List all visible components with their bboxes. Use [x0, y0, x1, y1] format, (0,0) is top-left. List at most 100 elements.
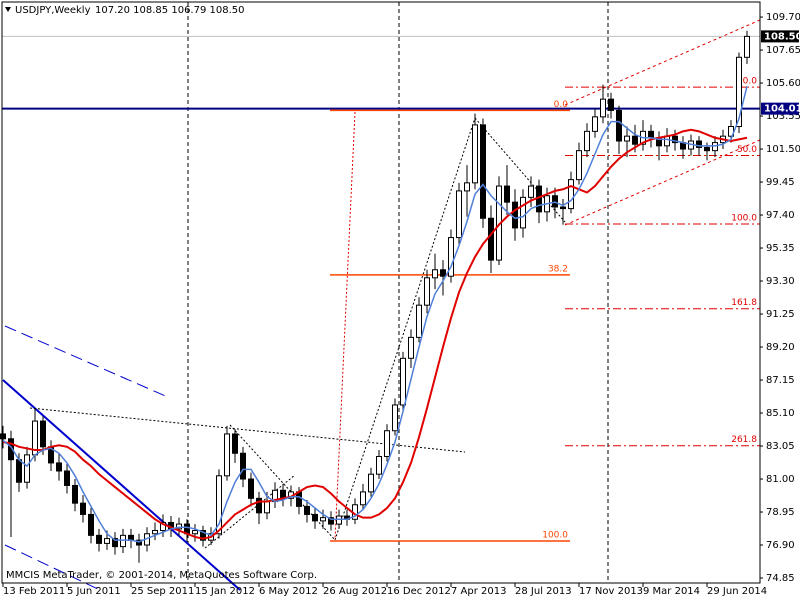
candle-body	[336, 515, 342, 525]
trend-line	[29, 407, 466, 453]
y-tick-label: 89.20	[766, 342, 795, 353]
y-tick-label: 83.05	[766, 441, 795, 452]
x-tick-label: 5 Jun 2011	[67, 586, 121, 597]
candle-body	[360, 491, 366, 506]
candle-body	[400, 357, 406, 406]
candle-body	[264, 501, 270, 514]
candle-body	[104, 538, 110, 544]
candle-body	[248, 478, 254, 499]
candle-body	[648, 130, 654, 139]
candle-body	[392, 404, 398, 432]
candle-body	[216, 475, 222, 535]
candle-body	[16, 459, 22, 483]
x-tick-label: 15 Jan 2012	[195, 586, 255, 597]
candle-body	[320, 517, 326, 522]
candle-body	[24, 454, 30, 483]
plot: 0.0 38.2 100.0 0.0 50.0 100.0 161.8 261.8	[0, 30, 760, 563]
candle-body	[136, 539, 142, 546]
x-tick-label: 9 Mar 2014	[643, 586, 700, 597]
ohlc-summary: 107.20 108.85 106.79 108.50	[95, 5, 245, 16]
x-tick-label: 26 Aug 2012	[323, 586, 387, 597]
candle-body	[704, 146, 710, 152]
candle-body	[712, 142, 718, 152]
y-tick-label: 103.55	[766, 111, 800, 122]
candle-body	[552, 195, 558, 208]
candle-body	[408, 336, 414, 359]
candle-body	[592, 116, 598, 132]
x-tick-label: 16 Dec 2012	[387, 586, 451, 597]
x-tick-label: 17 Nov 2013	[579, 586, 643, 597]
candle-body	[672, 135, 678, 144]
candle-body	[8, 438, 14, 461]
candle-body	[480, 124, 486, 219]
level-price-box-label: 104.01	[764, 104, 800, 115]
candle-body	[0, 433, 6, 440]
candle-body	[432, 269, 438, 279]
trend-line	[334, 111, 356, 541]
candle-body	[736, 56, 742, 128]
fibo-label: 0.0	[554, 100, 569, 110]
level-price-box	[761, 102, 799, 115]
y-tick-label: 78.95	[766, 507, 795, 518]
menu-arrow	[5, 7, 11, 12]
candle-body	[80, 502, 86, 515]
candle-body	[192, 530, 198, 535]
copyright: MMCIS MetaTrader, © 2001-2014, MetaQuote…	[6, 570, 317, 581]
y-tick-label: 97.40	[766, 210, 795, 221]
y-tick-label: 76.90	[766, 540, 795, 551]
candle-body	[304, 505, 310, 515]
y-tick-label: 99.45	[766, 177, 795, 188]
trend-line	[474, 117, 566, 223]
fibo-label: 50.0	[737, 145, 757, 155]
y-tick-label: 87.15	[766, 375, 795, 386]
candle-body	[200, 530, 206, 541]
candle-body	[584, 130, 590, 152]
plot-frame	[1, 1, 761, 584]
current-price-box-label: 108.50	[764, 31, 800, 42]
candle-body	[608, 98, 614, 111]
candle-body	[368, 473, 374, 493]
fibo-label: 38.2	[548, 264, 568, 274]
candle-body	[448, 237, 454, 277]
y-tick-label: 74.85	[766, 573, 795, 584]
candle-body	[632, 135, 638, 145]
candle-body	[664, 135, 670, 147]
candle-body	[72, 484, 78, 504]
candle-body	[328, 517, 334, 525]
fibo-label: 261.8	[731, 435, 757, 445]
x-tick-label: 28 Jul 2013	[515, 586, 572, 597]
fibo-label: 0.0	[743, 77, 758, 87]
candle-body	[240, 452, 246, 480]
candle-body	[376, 455, 382, 475]
candle-body	[504, 185, 510, 203]
y-tick-label: 107.65	[766, 45, 800, 56]
candle-body	[424, 277, 430, 306]
candle-body	[616, 109, 622, 142]
candle-body	[312, 513, 318, 522]
candle-body	[56, 462, 62, 472]
fibo-label: 100.0	[542, 530, 568, 540]
candle-body	[416, 304, 422, 338]
x-tick-label: 13 Feb 2011	[3, 586, 65, 597]
y-tick-label: 93.30	[766, 276, 795, 287]
channel-line	[4, 325, 171, 399]
drawings	[2, 2, 761, 591]
candle-body	[160, 521, 166, 532]
y-tick-label: 81.00	[766, 474, 795, 485]
candle-body	[600, 98, 606, 118]
candle-body	[696, 140, 702, 148]
y-tick-label: 109.70	[766, 12, 800, 23]
candle-body	[112, 538, 118, 548]
candle-body	[224, 433, 230, 477]
x-tick-label: 29 Jun 2014	[707, 586, 767, 597]
candle-body	[152, 530, 158, 535]
moving-average	[2, 128, 748, 540]
candle-body	[560, 206, 566, 210]
trend-line	[204, 474, 296, 549]
candle-body	[520, 196, 526, 229]
candle-body	[512, 201, 518, 229]
